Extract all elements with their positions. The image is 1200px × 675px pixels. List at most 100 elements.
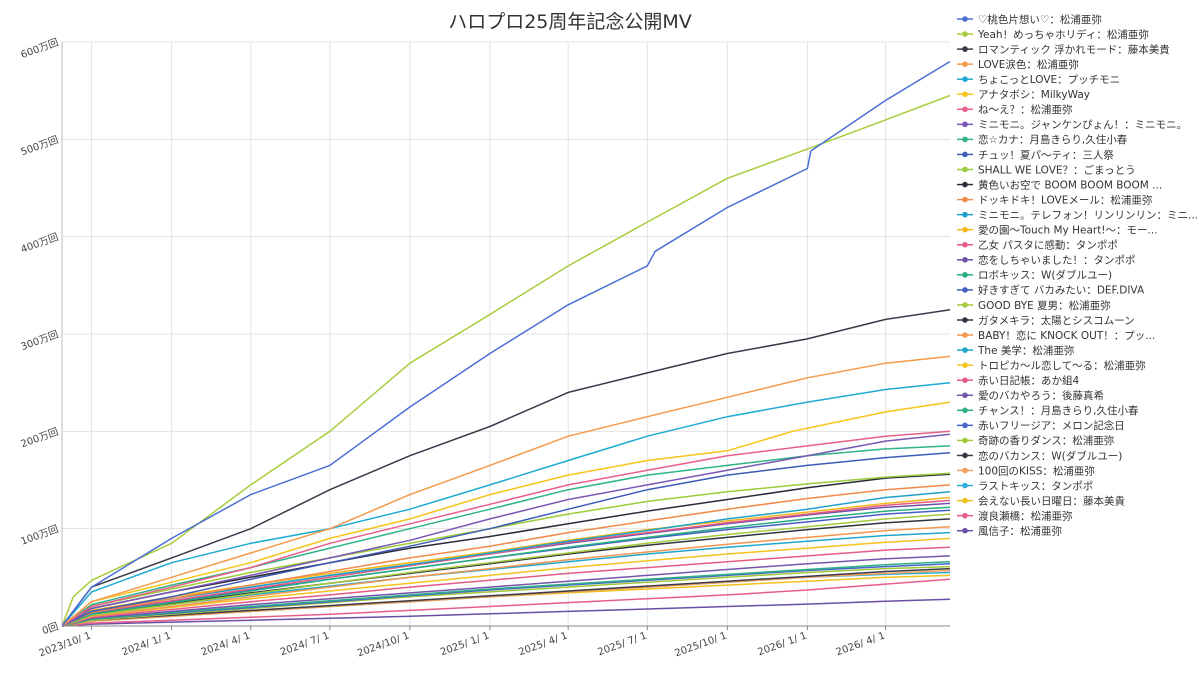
x-tick-label: 2024/ 7/ 1 bbox=[279, 630, 331, 658]
legend-item-1[interactable]: ♡桃色片想い♡：松浦亜弥 bbox=[957, 13, 1102, 26]
legend-item-32[interactable]: ラストキッス：タンポポ bbox=[957, 480, 1093, 492]
x-tick-label: 2025/ 7/ 1 bbox=[596, 630, 648, 658]
x-tick-label: 2025/10/ 1 bbox=[673, 630, 728, 659]
legend-marker-icon bbox=[962, 287, 968, 293]
legend-label: 恋をしちゃいました！：タンポポ bbox=[978, 254, 1136, 267]
chart-title: ハロプロ25周年記念公開MV bbox=[448, 10, 692, 33]
legend-label: 愛の園～Touch My Heart!～：モー... bbox=[978, 224, 1158, 237]
legend-marker-icon bbox=[962, 497, 968, 504]
legend-marker-icon bbox=[962, 407, 968, 414]
legend-item-28[interactable]: 赤いフリージア：メロン記念日 bbox=[957, 419, 1125, 432]
legend-item-26[interactable]: 愛のバカやろう：後藤真希 bbox=[957, 389, 1104, 402]
legend-item-4[interactable]: LOVE涙色：松浦亜弥 bbox=[957, 58, 1079, 71]
series-line-4 bbox=[61, 355, 951, 627]
legend-item-34[interactable]: 渡良瀬橋：松浦亜弥 bbox=[957, 509, 1073, 522]
legend-item-25[interactable]: 赤い日記帳：あか組4 bbox=[957, 374, 1079, 387]
legend-item-13[interactable]: ドッキドキ！LOVEメール：松浦亜弥 bbox=[957, 193, 1153, 206]
series-line-13 bbox=[61, 484, 951, 627]
legend-marker-icon bbox=[962, 467, 968, 474]
legend-label: GOOD BYE 夏男：松浦亜弥 bbox=[978, 299, 1111, 312]
series-line-7 bbox=[61, 430, 951, 627]
legend-marker-icon bbox=[962, 437, 968, 444]
series-line-18 bbox=[61, 506, 951, 627]
legend-label: ミニモニ。テレフォン！リンリンリン：ミニ... bbox=[978, 209, 1198, 221]
legend-marker-icon bbox=[962, 332, 968, 338]
y-tick-label: 500万回 bbox=[19, 134, 60, 159]
legend-marker-icon bbox=[962, 257, 968, 263]
legend-item-27[interactable]: チャンス！：月島きらり,久住小春 bbox=[957, 404, 1139, 417]
legend-item-9[interactable]: 恋☆カナ：月島きらり,久住小春 bbox=[957, 133, 1128, 146]
legend-label: ミニモニ。ジャンケンぴょん！：ミニモニ。 bbox=[978, 119, 1187, 131]
legend-item-21[interactable]: ガタメキラ：太陽とシスコムーン bbox=[957, 314, 1135, 327]
legend-item-3[interactable]: ロマンティック 浮かれモード：藤本美貴 bbox=[957, 43, 1170, 56]
legend-item-29[interactable]: 奇跡の香りダンス：松浦亜弥 bbox=[957, 434, 1115, 447]
legend-item-11[interactable]: SHALL WE LOVE？：ごまっとう bbox=[957, 163, 1136, 176]
legend-item-7[interactable]: ね～え？：松浦亜弥 bbox=[957, 103, 1073, 116]
legend-item-30[interactable]: 恋のバカンス：W(ダブルユー) bbox=[957, 449, 1122, 462]
x-tick-label: 2026/ 1/ 1 bbox=[756, 630, 808, 658]
legend-marker-icon bbox=[962, 151, 968, 158]
legend-label: 風信子：松浦亜弥 bbox=[978, 525, 1062, 538]
legend-item-5[interactable]: ちょこっとLOVE：プッチモニ bbox=[957, 74, 1120, 86]
legend-label: 会えない長い日曜日：藤本美貴 bbox=[978, 494, 1125, 507]
legend-item-2[interactable]: Yeah！めっちゃホリディ：松浦亜弥 bbox=[957, 28, 1149, 41]
y-tick-label: 200万回 bbox=[19, 426, 60, 451]
legend-label: LOVE涙色：松浦亜弥 bbox=[978, 58, 1079, 71]
y-tick-label: 400万回 bbox=[19, 231, 60, 256]
legend-marker-icon bbox=[962, 452, 968, 459]
legend-item-31[interactable]: 100回のKISS：松浦亜弥 bbox=[957, 464, 1095, 477]
legend-label: BABY！恋に KNOCK OUT！：プッ... bbox=[978, 329, 1155, 342]
legend-item-8[interactable]: ミニモニ。ジャンケンぴょん！：ミニモニ。 bbox=[957, 119, 1187, 131]
legend-label: 赤いフリージア：メロン記念日 bbox=[978, 419, 1125, 432]
legend-item-15[interactable]: 愛の園～Touch My Heart!～：モー... bbox=[957, 224, 1158, 237]
legend-item-24[interactable]: トロピカ～ル恋して～る：松浦亜弥 bbox=[957, 359, 1146, 372]
legend-marker-icon bbox=[962, 166, 968, 173]
legend-marker-icon bbox=[962, 482, 968, 489]
legend-label: ちょこっとLOVE：プッチモニ bbox=[978, 74, 1120, 86]
legend-marker-icon bbox=[962, 76, 968, 82]
legend-marker-icon bbox=[962, 226, 968, 233]
x-tick-label: 2024/ 1/ 1 bbox=[121, 630, 173, 658]
legend-marker-icon bbox=[962, 46, 968, 52]
series-line-30 bbox=[61, 567, 951, 627]
legend-marker-icon bbox=[962, 241, 968, 248]
legend-marker-icon bbox=[962, 512, 968, 519]
x-tick-label: 2025/ 1/ 1 bbox=[439, 630, 491, 658]
legend-marker-icon bbox=[962, 272, 968, 278]
legend-marker-icon bbox=[962, 422, 968, 429]
legend-item-23[interactable]: The 美学：松浦亜弥 bbox=[957, 344, 1075, 357]
legend-label: 恋☆カナ：月島きらり,久住小春 bbox=[978, 133, 1128, 146]
legend-marker-icon bbox=[962, 16, 968, 22]
legend-label: 恋のバカンス：W(ダブルユー) bbox=[978, 449, 1122, 462]
legend-label: ラストキッス：タンポポ bbox=[978, 480, 1093, 492]
legend-item-22[interactable]: BABY！恋に KNOCK OUT！：プッ... bbox=[957, 329, 1155, 342]
x-tick-label: 2024/ 4/ 1 bbox=[200, 630, 252, 658]
legend-item-17[interactable]: 恋をしちゃいました！：タンポポ bbox=[957, 254, 1136, 267]
legend-label: 好きすぎて バカみたい：DEF.DIVA bbox=[978, 284, 1145, 297]
legend-item-14[interactable]: ミニモニ。テレフォン！リンリンリン：ミニ... bbox=[957, 209, 1198, 221]
legend-label: 100回のKISS：松浦亜弥 bbox=[978, 464, 1095, 477]
y-tick-label: 100万回 bbox=[19, 523, 60, 548]
legend-item-19[interactable]: 好きすぎて バカみたい：DEF.DIVA bbox=[957, 284, 1145, 297]
legend-item-6[interactable]: アナタボシ：MilkyWay bbox=[957, 89, 1090, 101]
series-line-5 bbox=[61, 381, 951, 627]
legend-marker-icon bbox=[962, 181, 968, 188]
legend-marker-icon bbox=[962, 121, 968, 128]
series-line-8 bbox=[61, 433, 951, 627]
legend-item-18[interactable]: ロボキッス：W(ダブルユー) bbox=[957, 269, 1112, 282]
series-line-6 bbox=[61, 401, 951, 627]
legend-label: 奇跡の香りダンス：松浦亜弥 bbox=[978, 434, 1115, 447]
legend-label: チュッ！夏パ～ティ：三人祭 bbox=[978, 149, 1114, 161]
legend-item-35[interactable]: 風信子：松浦亜弥 bbox=[957, 525, 1062, 538]
series-line-35 bbox=[61, 598, 951, 627]
legend-label: 渡良瀬橋：松浦亜弥 bbox=[978, 509, 1073, 522]
legend-item-10[interactable]: チュッ！夏パ～ティ：三人祭 bbox=[957, 149, 1114, 161]
legend-item-12[interactable]: 黄色いお空で BOOM BOOM BOOM ... bbox=[957, 178, 1162, 191]
legend-item-20[interactable]: GOOD BYE 夏男：松浦亜弥 bbox=[957, 299, 1111, 312]
legend-item-33[interactable]: 会えない長い日曜日：藤本美貴 bbox=[957, 494, 1125, 507]
grid bbox=[62, 41, 950, 627]
legend-label: ♡桃色片想い♡：松浦亜弥 bbox=[978, 13, 1102, 26]
legend-item-16[interactable]: 乙女 パスタに感動：タンポポ bbox=[957, 239, 1118, 252]
